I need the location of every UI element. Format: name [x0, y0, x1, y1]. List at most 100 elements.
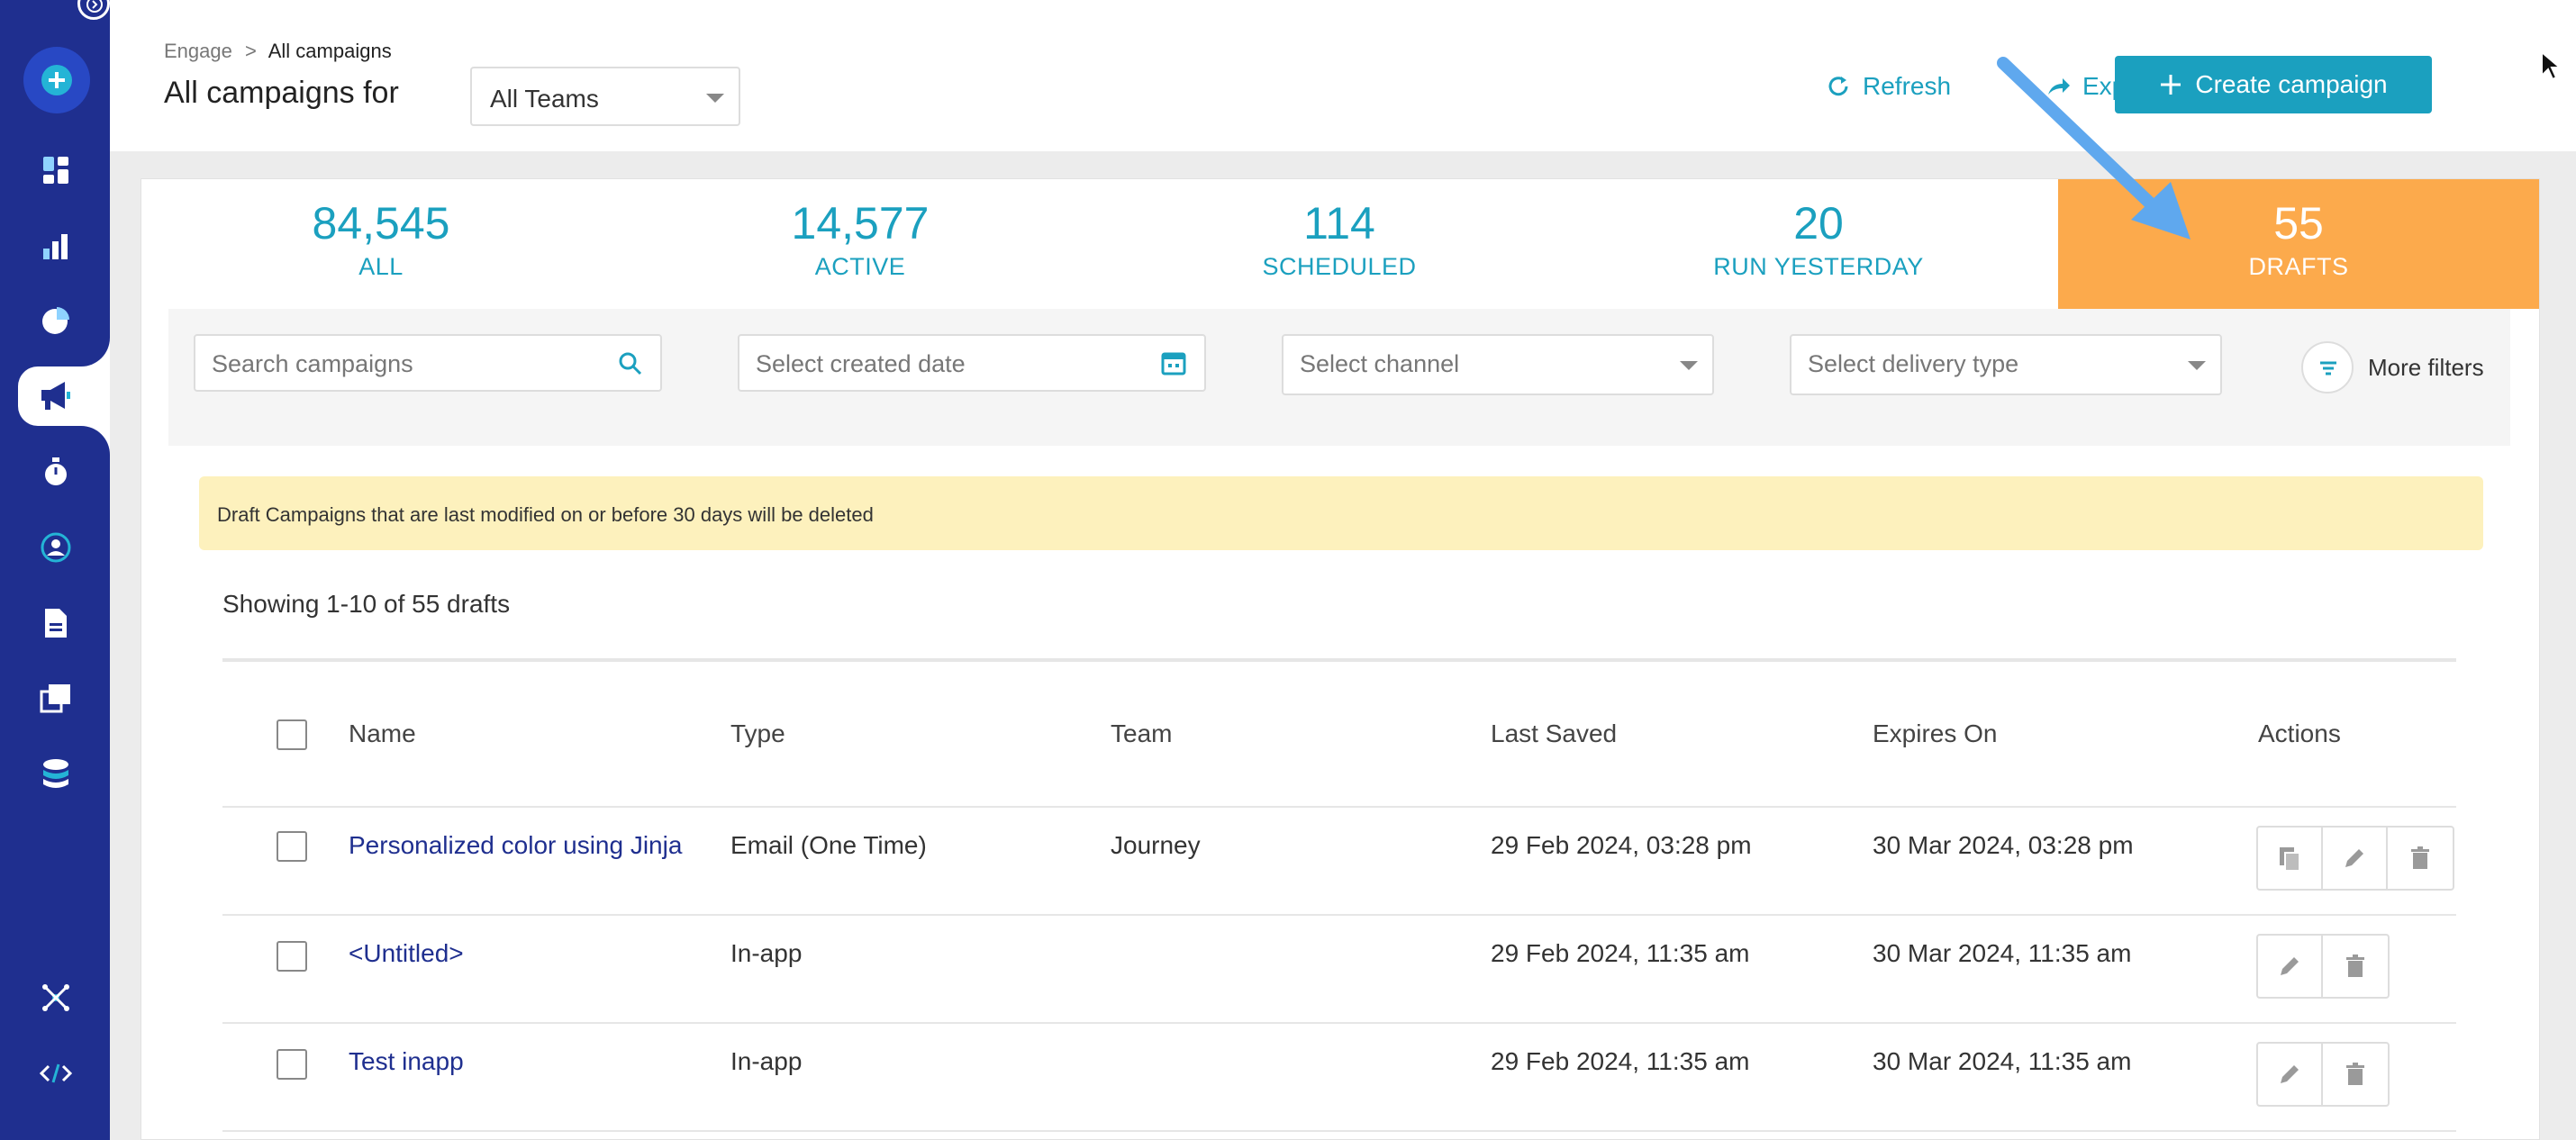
row-checkbox[interactable]	[277, 941, 307, 972]
more-filters-label: More filters	[2368, 353, 2484, 381]
stat-value: 20	[1793, 198, 1844, 249]
campaign-type: In-app	[730, 1047, 803, 1075]
mouse-cursor-icon	[2541, 50, 2562, 81]
row-checkbox[interactable]	[277, 831, 307, 862]
column-header-actions: Actions	[2258, 719, 2341, 747]
refresh-label: Refresh	[1863, 72, 1952, 100]
create-campaign-button[interactable]: Create campaign	[2115, 56, 2432, 113]
column-header-name[interactable]: Name	[349, 719, 416, 747]
chevron-down-icon	[2188, 361, 2206, 370]
row-divider	[222, 914, 2456, 916]
delete-icon[interactable]	[2388, 828, 2453, 889]
delete-icon[interactable]	[2323, 1044, 2388, 1105]
filter-bar: Search campaigns Select created date Sel…	[168, 309, 2510, 446]
chevron-down-icon	[1680, 361, 1698, 370]
sidebar	[0, 0, 110, 1140]
code-icon[interactable]	[36, 1054, 76, 1093]
stat-label: ALL	[358, 253, 404, 280]
stopwatch-icon[interactable]	[36, 452, 76, 492]
page-title: All campaigns for	[164, 76, 399, 110]
chevron-down-icon	[706, 94, 724, 103]
campaign-team: Journey	[1111, 831, 1201, 859]
plus-icon	[2161, 75, 2181, 95]
campaigns-megaphone-icon[interactable]	[36, 376, 76, 416]
stat-tab-active[interactable]: 14,577 ACTIVE	[621, 179, 1100, 309]
more-filters-button[interactable]: More filters	[2301, 341, 2484, 394]
create-campaign-label: Create campaign	[2195, 70, 2388, 98]
breadcrumb: Engage > All campaigns	[164, 40, 392, 63]
campaign-type: In-app	[730, 939, 803, 967]
filter-icon	[2301, 341, 2354, 394]
copy-icon[interactable]	[2258, 828, 2323, 889]
column-header-last-saved[interactable]: Last Saved	[1491, 719, 1618, 747]
delivery-type-select[interactable]: Select delivery type	[1790, 334, 2222, 395]
campaign-name-link[interactable]: <Untitled>	[349, 939, 464, 967]
campaign-last-saved: 29 Feb 2024, 03:28 pm	[1491, 831, 1752, 859]
campaign-name-link[interactable]: Personalized color using Jinja	[349, 831, 683, 859]
team-select-value: All Teams	[490, 85, 599, 113]
select-all-checkbox[interactable]	[277, 719, 307, 750]
channel-placeholder: Select channel	[1300, 350, 1460, 377]
row-divider	[222, 1022, 2456, 1024]
campaign-last-saved: 29 Feb 2024, 11:35 am	[1491, 939, 1750, 967]
integrations-hub-icon[interactable]	[36, 978, 76, 1018]
draft-expiry-notice: Draft Campaigns that are last modified o…	[199, 476, 2483, 550]
stat-value: 114	[1303, 198, 1375, 249]
channel-select[interactable]: Select channel	[1282, 334, 1714, 395]
database-icon[interactable]	[36, 755, 76, 794]
user-profile-icon[interactable]	[36, 528, 76, 567]
breadcrumb-current: All campaigns	[268, 40, 392, 62]
campaign-expires-on: 30 Mar 2024, 11:35 am	[1873, 1047, 2132, 1075]
edit-icon[interactable]	[2258, 1044, 2323, 1105]
stat-value: 55	[2273, 198, 2324, 249]
created-date-picker[interactable]: Select created date	[738, 334, 1206, 392]
breadcrumb-root[interactable]: Engage	[164, 40, 232, 62]
row-divider	[222, 1130, 2456, 1132]
stat-label: DRAFTS	[2248, 253, 2349, 280]
quick-add-button[interactable]	[23, 47, 90, 113]
page-header: Engage > All campaigns All campaigns for…	[110, 0, 2576, 151]
content-library-icon[interactable]	[36, 679, 76, 719]
stat-tab-all[interactable]: 84,545 ALL	[141, 179, 621, 309]
stat-value: 14,577	[791, 198, 930, 249]
stat-tab-drafts[interactable]: 55 DRAFTS	[2058, 179, 2539, 309]
stat-value: 84,545	[312, 198, 450, 249]
divider	[222, 658, 2456, 662]
campaigns-panel: 84,545 ALL 14,577 ACTIVE 114 SCHEDULED 2…	[141, 178, 2540, 1140]
stat-tab-scheduled[interactable]: 114 SCHEDULED	[1100, 179, 1579, 309]
segments-pie-icon[interactable]	[36, 301, 76, 340]
search-input[interactable]: Search campaigns	[194, 334, 662, 392]
campaign-last-saved: 29 Feb 2024, 11:35 am	[1491, 1047, 1750, 1075]
delivery-placeholder: Select delivery type	[1808, 350, 2019, 377]
stat-label: RUN YESTERDAY	[1713, 253, 1924, 280]
row-actions	[2256, 1042, 2390, 1107]
column-header-type[interactable]: Type	[730, 719, 785, 747]
breadcrumb-separator: >	[244, 40, 257, 62]
row-actions	[2256, 934, 2390, 999]
edit-icon[interactable]	[2323, 828, 2388, 889]
search-icon	[619, 352, 642, 375]
column-header-expires-on[interactable]: Expires On	[1873, 719, 1998, 747]
campaign-expires-on: 30 Mar 2024, 11:35 am	[1873, 939, 2132, 967]
refresh-button[interactable]: Refresh	[1825, 68, 1951, 104]
document-icon[interactable]	[36, 603, 76, 643]
campaign-type: Email (One Time)	[730, 831, 927, 859]
sidebar-toggle-icon[interactable]	[77, 0, 110, 20]
campaign-expires-on: 30 Mar 2024, 03:28 pm	[1873, 831, 2134, 859]
date-placeholder: Select created date	[756, 350, 966, 377]
row-checkbox[interactable]	[277, 1049, 307, 1080]
edit-icon[interactable]	[2258, 936, 2323, 997]
stat-label: ACTIVE	[814, 253, 906, 280]
analytics-icon[interactable]	[36, 227, 76, 267]
annotation-arrow-icon	[1997, 57, 2191, 240]
team-select[interactable]: All Teams	[470, 67, 740, 126]
campaign-name-link[interactable]: Test inapp	[349, 1047, 464, 1075]
delete-icon[interactable]	[2323, 936, 2388, 997]
stat-tab-run-yesterday[interactable]: 20 RUN YESTERDAY	[1579, 179, 2058, 309]
stat-label: SCHEDULED	[1262, 253, 1417, 280]
column-header-team[interactable]: Team	[1111, 719, 1173, 747]
results-count: Showing 1-10 of 55 drafts	[222, 590, 511, 618]
calendar-icon	[1161, 352, 1186, 375]
dashboard-icon[interactable]	[36, 151, 76, 191]
row-actions	[2256, 826, 2454, 891]
